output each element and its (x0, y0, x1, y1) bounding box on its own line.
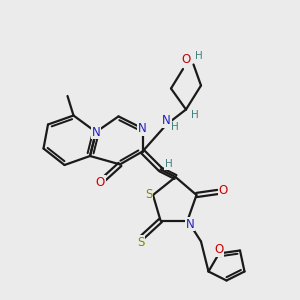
Text: O: O (96, 176, 105, 189)
Text: N: N (162, 114, 171, 128)
Text: H: H (195, 51, 203, 61)
Text: O: O (218, 184, 227, 197)
Text: S: S (137, 236, 145, 249)
Text: H: H (171, 122, 179, 133)
Text: H: H (190, 110, 198, 120)
Text: N: N (138, 122, 147, 135)
Text: N: N (185, 218, 194, 231)
Text: S: S (145, 188, 152, 202)
Text: H: H (165, 159, 173, 169)
Text: O: O (214, 243, 224, 256)
Text: N: N (92, 125, 100, 139)
Text: O: O (182, 52, 190, 66)
